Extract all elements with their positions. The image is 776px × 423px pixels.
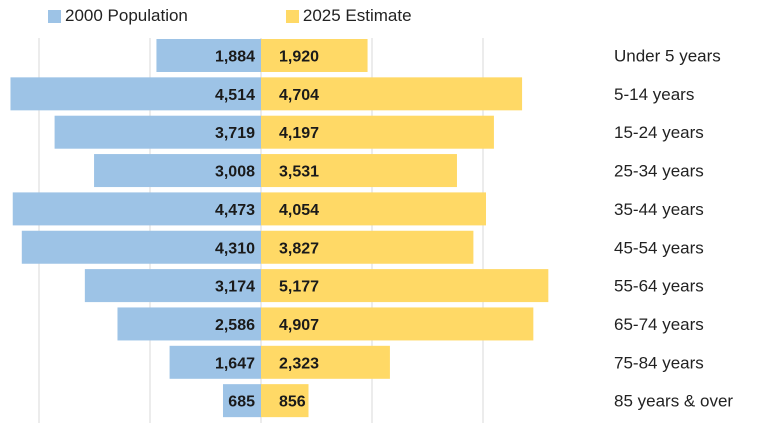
data-label-2025-6: 5,177: [279, 279, 319, 296]
bar-2025-0: [261, 39, 368, 72]
category-label-3: 25-34 years: [614, 162, 704, 181]
bar-2000-8: [169, 345, 261, 379]
category-label-5: 45-54 years: [614, 238, 704, 257]
data-label-2025-3: 3,531: [279, 164, 319, 181]
data-label-2000-5: 4,310: [215, 240, 255, 257]
category-label-2: 15-24 years: [614, 123, 704, 142]
data-label-2025-0: 1,920: [279, 49, 319, 66]
bar-2025-6: [261, 269, 549, 303]
category-label-7: 65-74 years: [614, 315, 704, 334]
data-label-2000-4: 4,473: [215, 202, 255, 219]
legend-swatch-2000: [48, 9, 61, 23]
data-label-2025-4: 4,054: [279, 202, 319, 219]
data-label-2000-8: 1,647: [215, 355, 255, 372]
data-label-2025-7: 4,907: [279, 317, 319, 334]
bar-2000-2: [54, 115, 261, 149]
bar-2025-5: [261, 230, 474, 264]
category-label-6: 55-64 years: [614, 277, 704, 296]
data-label-2000-2: 3,719: [215, 125, 255, 142]
category-label-0: Under 5 years: [614, 47, 721, 66]
category-label-8: 75-84 years: [614, 353, 704, 372]
chart-legend: 2000 Population 2025 Estimate: [48, 6, 412, 26]
bar-2000-9: [222, 384, 261, 418]
legend-label-2000: 2000 Population: [65, 6, 188, 25]
bar-2000-0: [156, 39, 261, 72]
bar-2000-4: [12, 192, 261, 226]
data-label-2025-8: 2,323: [279, 355, 319, 372]
data-label-2025-9: 856: [279, 394, 306, 411]
data-label-2000-6: 3,174: [215, 279, 255, 296]
bar-2025-2: [261, 115, 494, 149]
bar-2000-3: [94, 154, 261, 188]
data-label-2000-7: 2,586: [215, 317, 255, 334]
bar-2000-1: [10, 77, 262, 111]
bar-2000-7: [117, 307, 262, 341]
bar-2025-7: [261, 307, 534, 341]
bar-2025-1: [261, 77, 523, 111]
data-label-2000-9: 685: [228, 394, 255, 411]
bar-2025-8: [261, 345, 390, 379]
bar-2000-6: [84, 269, 261, 303]
bar-2000-5: [21, 230, 262, 264]
data-label-2025-1: 4,704: [279, 87, 319, 104]
data-label-2025-5: 3,827: [279, 240, 319, 257]
category-label-9: 85 years & over: [614, 392, 733, 411]
legend-label-2025: 2025 Estimate: [302, 6, 412, 25]
bar-2025-3: [261, 154, 457, 188]
legend-item-2025: 2025 Estimate: [285, 6, 412, 26]
category-label-4: 35-44 years: [614, 200, 704, 219]
data-label-2025-2: 4,197: [279, 125, 319, 142]
data-label-2000-1: 4,514: [215, 87, 255, 104]
data-label-2000-3: 3,008: [215, 164, 255, 181]
legend-swatch-2025: [285, 9, 299, 23]
legend-item-2000: 2000 Population: [48, 6, 188, 26]
bar-2025-4: [261, 192, 486, 226]
bar-2025-9: [261, 384, 309, 418]
category-label-1: 5-14 years: [614, 85, 694, 104]
data-label-2000-0: 1,884: [215, 49, 255, 66]
